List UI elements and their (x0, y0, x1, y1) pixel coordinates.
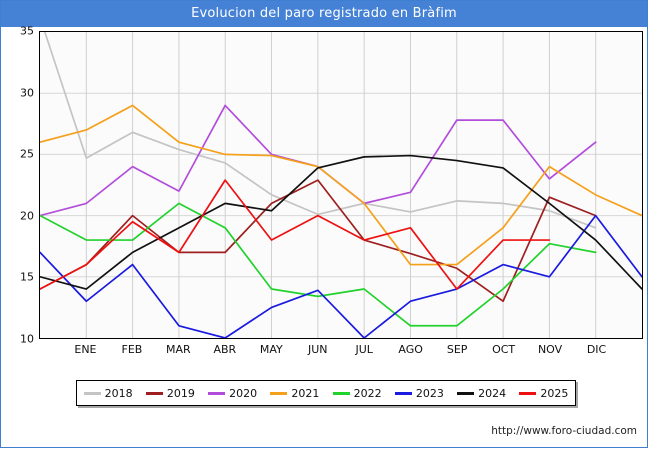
legend-swatch-2022 (332, 391, 350, 395)
legend-label-2020: 2020 (229, 386, 258, 400)
legend-swatch-2018 (83, 391, 101, 395)
y-tick-label: 10 (20, 332, 34, 346)
legend-item-2019[interactable]: 2019 (145, 386, 195, 400)
legend-swatch-2021 (270, 391, 288, 395)
source-url: http://www.foro-ciudad.com (491, 425, 637, 437)
chart-legend: 2018 2019 2020 2021 2022 2023 2024 2025 (76, 380, 576, 406)
legend-swatch-2019 (145, 391, 163, 395)
legend-label-2025: 2025 (540, 386, 569, 400)
x-tick-label-abr: ABR (213, 343, 237, 356)
legend-item-2021[interactable]: 2021 (270, 387, 319, 400)
y-tick-label: 25 (20, 147, 34, 161)
y-tick-label: 30 (20, 86, 34, 100)
series-line-2025 (40, 179, 551, 290)
legend-item-2023[interactable]: 2023 (394, 386, 444, 400)
legend-label-2024: 2024 (478, 386, 507, 400)
x-tick-label-ago: AGO (398, 343, 423, 356)
y-tick-label: 15 (20, 270, 34, 284)
legend-label-2021: 2021 (291, 386, 320, 400)
legend-swatch-2023 (394, 391, 412, 395)
series-line-2021 (40, 104, 642, 266)
legend-item-2025[interactable]: 2025 (519, 387, 568, 400)
plot-area (39, 31, 643, 339)
x-tick-label-dic: DIC (586, 343, 607, 356)
series-line-2022 (40, 202, 597, 327)
y-tick-label: 35 (20, 24, 34, 38)
legend-label-2022: 2022 (353, 386, 382, 400)
series-line-2018 (43, 32, 597, 229)
window-title-bar: Evolucion del paro registrado en Bràfim (1, 1, 647, 27)
series-line-2019 (40, 179, 597, 303)
x-tick-label-oct: OCT (492, 343, 516, 356)
page-title: Evolucion del paro registrado en Bràfim (191, 6, 457, 21)
x-tick-label-feb: FEB (121, 343, 143, 356)
x-tick-label-ene: ENE (74, 343, 97, 356)
line-chart-svg (40, 32, 642, 338)
legend-swatch-2025 (519, 391, 537, 395)
x-tick-label-nov: NOV (537, 343, 563, 356)
x-tick-label-sep: SEP (446, 343, 468, 356)
legend-label-2018: 2018 (104, 386, 133, 400)
legend-item-2020[interactable]: 2020 (208, 387, 257, 400)
y-tick-label: 20 (20, 209, 34, 223)
series-line-2024 (40, 154, 642, 290)
legend-item-2024[interactable]: 2024 (457, 387, 506, 400)
legend-swatch-2024 (457, 391, 475, 395)
series-line-2023 (40, 214, 642, 338)
x-tick-label-jun: JUN (308, 343, 328, 356)
legend-label-2023: 2023 (415, 386, 444, 400)
legend-swatch-2020 (208, 391, 226, 395)
legend-item-2018[interactable]: 2018 (83, 386, 133, 400)
x-tick-label-mar: MAR (166, 343, 191, 356)
plot-area-wrapper: 10 15 20 25 30 35 ENE FEB MAR ABR MAY JUN JUL AGO SEP… (20, 25, 643, 356)
x-tick-label-jul: JUL (355, 343, 373, 356)
legend-label-2019: 2019 (166, 386, 195, 400)
legend-item-2022[interactable]: 2022 (332, 386, 382, 400)
x-tick-label-may: MAY (259, 343, 283, 356)
